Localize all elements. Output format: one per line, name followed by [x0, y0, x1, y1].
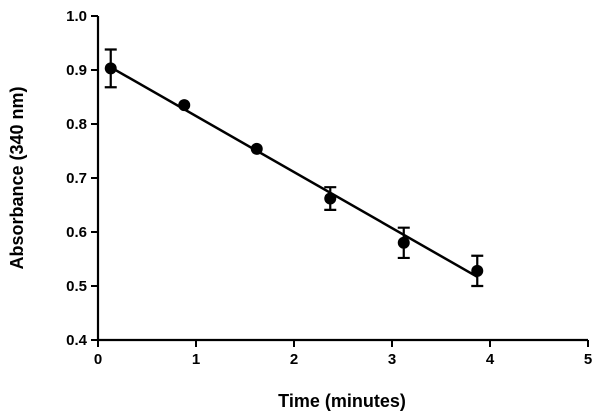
y-tick-label: 0.7 [66, 170, 87, 187]
data-point [178, 99, 191, 112]
data-point [397, 236, 410, 249]
data-point [104, 62, 117, 75]
y-tick-label: 0.8 [66, 116, 87, 133]
x-tick-label: 3 [388, 351, 396, 368]
x-axis-ticks: 0 1 2 3 4 5 [94, 340, 592, 368]
y-axis-title: Absorbance (340 nm) [7, 86, 27, 269]
data-point [471, 264, 484, 277]
x-tick-label: 2 [290, 351, 298, 368]
x-tick-label: 4 [486, 351, 495, 368]
error-bars [104, 48, 484, 288]
data-point [324, 192, 337, 205]
data-points [104, 62, 484, 277]
x-tick-label: 0 [94, 351, 102, 368]
x-tick-label: 5 [584, 351, 592, 368]
x-tick-label: 1 [192, 351, 200, 368]
linear-fit-line [110, 66, 478, 278]
x-axis-title: Time (minutes) [278, 391, 406, 411]
y-tick-label: 1.0 [66, 8, 87, 25]
y-tick-label: 0.6 [66, 224, 87, 241]
y-axis-ticks: 0.4 0.5 0.6 0.7 0.8 0.9 1.0 [66, 8, 98, 349]
y-tick-label: 0.9 [66, 62, 87, 79]
y-tick-label: 0.5 [66, 278, 87, 295]
data-point [250, 142, 263, 155]
axes-frame [96, 16, 588, 342]
y-tick-label: 0.4 [66, 332, 88, 349]
